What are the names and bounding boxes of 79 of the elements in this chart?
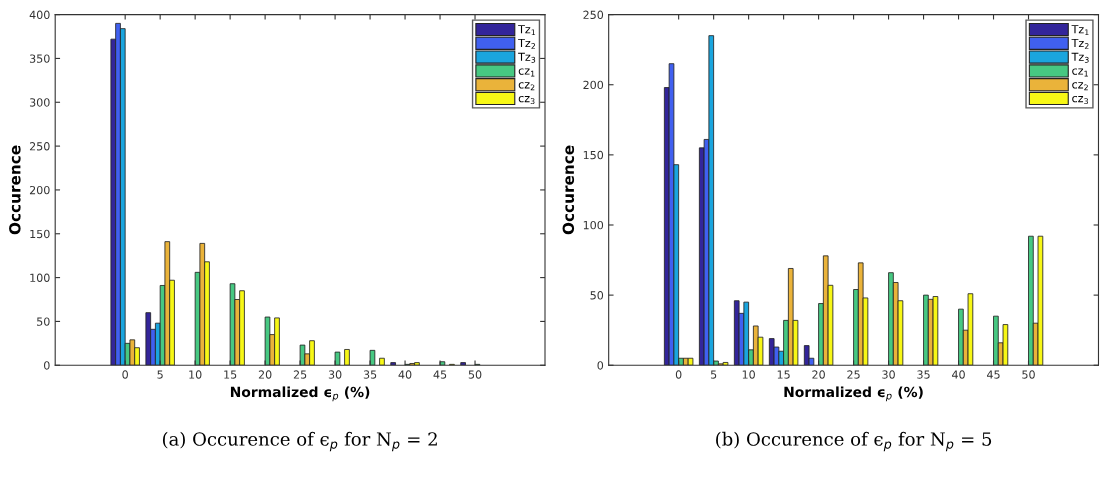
y-tick-label: 350 — [29, 54, 50, 63]
x-tick-label: 20 — [812, 370, 825, 379]
x-tick-label: 5 — [710, 370, 717, 379]
y-tick-label: 150 — [583, 150, 604, 160]
legend-label: Tz$_{2}$ — [1071, 38, 1089, 49]
bar — [967, 293, 974, 366]
legend-label: cz$_{2}$ — [518, 82, 535, 91]
bar — [129, 339, 136, 366]
bar — [958, 308, 964, 366]
x-tick-label: 40 — [952, 370, 965, 379]
y-tick-label: 300 — [29, 98, 50, 107]
legend-label: Tz$_{3}$ — [518, 52, 536, 63]
bar — [722, 362, 729, 366]
x-tick-label: 5 — [157, 370, 163, 379]
legend-label: Tz$_{2}$ — [518, 38, 536, 49]
y-tick-label: 50 — [37, 317, 50, 326]
y-tick-label: 100 — [30, 273, 50, 282]
x-tick-label: 15 — [224, 370, 237, 379]
x-tick-label: 45 — [987, 370, 1000, 379]
legend-label: cz$_{2}$ — [1072, 82, 1088, 91]
x-tick-label: 10 — [189, 370, 202, 379]
y-tick-label: 200 — [29, 185, 50, 195]
bar — [932, 296, 939, 366]
bar — [687, 357, 694, 366]
bar — [369, 349, 376, 366]
x-axis-title: Normalized ϵ$_{p}$ (%) — [784, 386, 923, 402]
x-tick-label: 50 — [1022, 370, 1035, 379]
y-tick-label: 250 — [29, 142, 50, 151]
bar — [299, 344, 306, 366]
x-tick-label: 0 — [675, 370, 682, 379]
y-tick-label: 400 — [29, 10, 50, 19]
x-tick-label: 30 — [328, 370, 342, 379]
x-tick-label: 40 — [398, 370, 412, 379]
y-axis-title: Occurence — [562, 145, 575, 235]
legend-label: cz$_{1}$ — [518, 68, 535, 77]
bar — [1002, 324, 1009, 366]
x-tick-label: 35 — [363, 370, 377, 379]
bar — [264, 316, 271, 366]
legend-label: cz$_{3}$ — [518, 95, 535, 105]
legend-label: cz$_{1}$ — [1072, 68, 1088, 77]
y-tick-label: 50 — [590, 291, 604, 300]
y-tick-label: 150 — [30, 229, 50, 239]
x-tick-label: 25 — [293, 370, 307, 379]
legend-label: Tz$_{1}$ — [518, 25, 536, 36]
x-tick-label: 15 — [777, 370, 790, 379]
bar — [344, 349, 350, 366]
y-tick-label: 250 — [583, 10, 604, 19]
bar — [668, 63, 675, 366]
bar — [1037, 235, 1044, 366]
x-tick-label: 0 — [122, 370, 128, 379]
legend-label: Tz$_{3}$ — [1071, 52, 1089, 63]
x-tick-label: 35 — [917, 370, 930, 379]
bar — [923, 294, 929, 366]
legend-label: Tz$_{1}$ — [1071, 25, 1089, 36]
x-tick-label: 20 — [258, 370, 272, 379]
bar — [145, 312, 152, 366]
legend-label: cz$_{3}$ — [1072, 95, 1088, 105]
y-tick-label: 100 — [583, 220, 604, 230]
text: (b) Occurence of ϵ$_{p}$ for N$_{p}$ = 5 — [716, 431, 992, 452]
bar — [379, 357, 385, 366]
bar — [993, 315, 999, 366]
x-tick-label: 45 — [433, 370, 447, 379]
bar — [390, 362, 396, 366]
y-tick-label: 0 — [44, 361, 50, 370]
y-axis-title: Occurence — [9, 145, 21, 235]
text: (a) Occurence of ϵ$_{p}$ for N$_{p}$ = 2 — [162, 431, 437, 452]
bar — [803, 345, 810, 366]
bar — [164, 241, 171, 366]
x-tick-label: 50 — [468, 370, 482, 379]
x-tick-label: 30 — [882, 370, 895, 379]
x-tick-label: 25 — [847, 370, 860, 379]
x-axis-title: Normalized ϵ$_{p}$ (%) — [230, 386, 370, 402]
bar — [1028, 235, 1034, 366]
bar — [460, 362, 466, 366]
y-tick-label: 200 — [583, 80, 604, 90]
bar — [229, 283, 236, 366]
x-tick-label: 10 — [742, 370, 755, 379]
y-tick-label: 0 — [597, 361, 604, 370]
bar — [334, 351, 341, 366]
